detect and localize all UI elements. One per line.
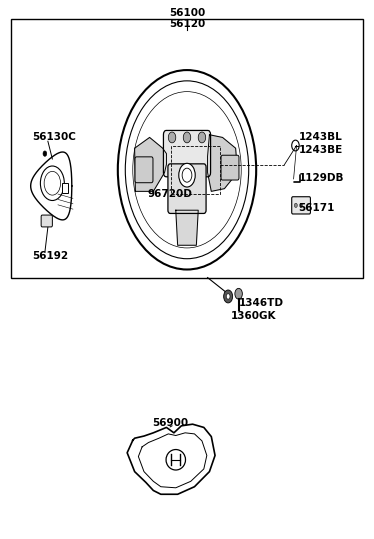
Circle shape: [235, 288, 242, 299]
Text: 56192: 56192: [32, 251, 68, 261]
FancyBboxPatch shape: [168, 164, 206, 213]
Text: 1243BE: 1243BE: [298, 145, 343, 155]
FancyBboxPatch shape: [163, 130, 211, 177]
Text: 56171: 56171: [298, 203, 335, 212]
Text: 96720D: 96720D: [148, 189, 193, 199]
Circle shape: [224, 290, 233, 303]
FancyBboxPatch shape: [41, 215, 52, 227]
Bar: [171, 146, 220, 194]
Circle shape: [183, 132, 191, 143]
Polygon shape: [176, 210, 198, 245]
Circle shape: [226, 294, 230, 299]
Polygon shape: [208, 135, 237, 191]
Text: 56100: 56100: [169, 9, 205, 18]
Circle shape: [43, 151, 47, 156]
Circle shape: [40, 166, 64, 201]
Text: 56120: 56120: [169, 19, 205, 29]
Text: 56900: 56900: [152, 418, 188, 428]
Circle shape: [179, 163, 195, 187]
Circle shape: [198, 132, 206, 143]
FancyBboxPatch shape: [292, 197, 310, 214]
Bar: [11, 19, 363, 278]
Text: 1129DB: 1129DB: [298, 173, 344, 183]
Text: 1243BL: 1243BL: [298, 133, 342, 142]
Circle shape: [294, 203, 297, 208]
Circle shape: [168, 132, 176, 143]
Polygon shape: [135, 137, 166, 191]
Text: 1360GK: 1360GK: [231, 312, 277, 321]
FancyBboxPatch shape: [135, 157, 153, 183]
Bar: [62, 183, 68, 193]
Circle shape: [300, 203, 303, 208]
Text: 56130C: 56130C: [32, 133, 76, 142]
FancyBboxPatch shape: [221, 155, 239, 180]
Text: 1346TD: 1346TD: [239, 299, 283, 308]
